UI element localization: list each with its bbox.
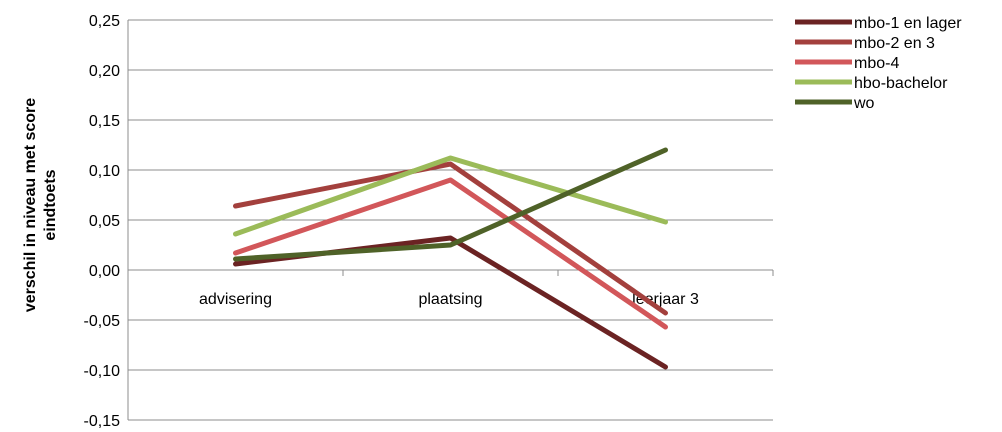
y-tick-label: 0,05 [89,213,120,230]
y-tick-label: 0,25 [89,13,120,30]
legend-label: hbo-bachelor [854,75,948,92]
series-line-5 [233,147,668,262]
y-tick-label: -0,05 [84,313,121,330]
legend-label: mbo-4 [854,55,899,72]
series-lines [233,147,668,370]
y-tick-label: 0,10 [89,163,120,180]
y-tick-label: 0,20 [89,63,120,80]
y-tick-label: 0,15 [89,113,120,130]
legend-label: mbo-1 en lager [854,15,962,32]
y-axis-label: verschil in niveau met score eindtoets [22,98,59,312]
x-axis-category-labels: advisering plaatsing leerjaar 3 [127,270,774,308]
series-line-3 [233,177,668,330]
y-axis-label-line: eindtoets [42,169,59,240]
y-axis-tick-labels: 0,25 0,20 0,15 0,10 0,05 0,00 -0,05 -0,10 -0,15 [84,13,121,430]
series-line-2 [233,161,668,316]
legend: mbo-1 en lager mbo-2 en 3 mbo-4 hbo-bachelo… [795,15,962,112]
series-line-4 [233,155,668,237]
y-axis-label-line: verschil in niveau met score [22,98,39,312]
y-tick-label: 0,00 [89,263,120,280]
legend-label: mbo-2 en 3 [854,35,935,52]
legend-label: wo [853,95,875,112]
y-tick-label: -0,10 [84,363,121,380]
x-category-label: advisering [199,291,272,308]
y-tick-label: -0,15 [84,413,121,430]
gridlines [127,19,773,421]
x-category-label: plaatsing [418,291,482,308]
